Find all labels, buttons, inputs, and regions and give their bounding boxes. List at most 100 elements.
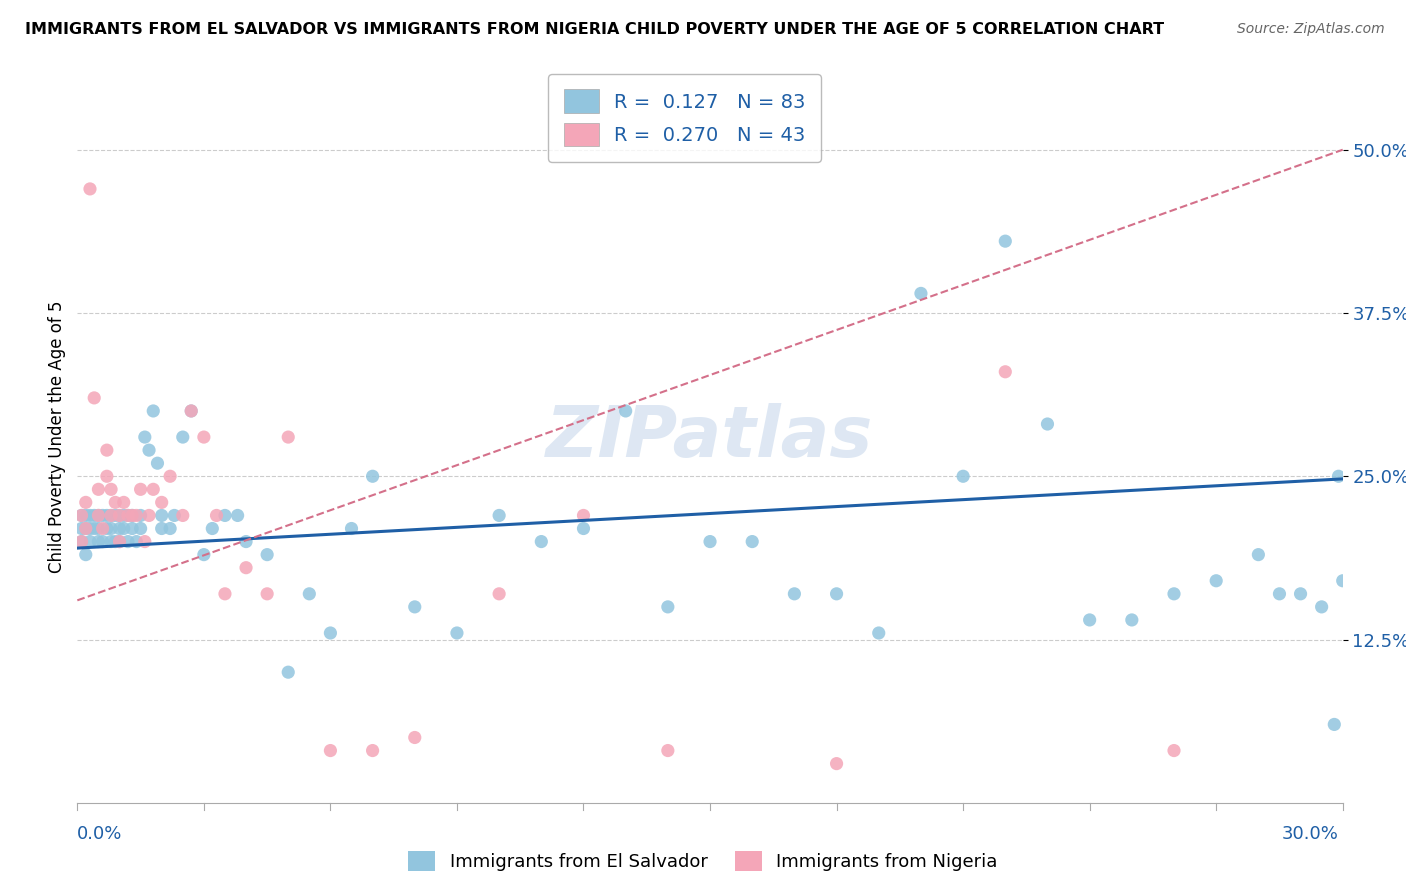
Point <box>117 508 139 523</box>
Point <box>298 587 321 601</box>
Point <box>70 534 93 549</box>
Point <box>163 508 186 523</box>
Point <box>91 521 114 535</box>
Legend: R =  0.127   N = 83, R =  0.270   N = 43: R = 0.127 N = 83, R = 0.270 N = 43 <box>548 74 821 162</box>
Point <box>150 521 173 535</box>
Point <box>277 430 299 444</box>
Point <box>75 495 97 509</box>
Point <box>226 508 249 523</box>
Text: ZIPatlas: ZIPatlas <box>547 402 873 472</box>
Point <box>70 534 93 549</box>
Point <box>150 508 173 523</box>
Point <box>256 587 278 601</box>
Point <box>172 508 194 523</box>
Point <box>868 626 890 640</box>
Text: Source: ZipAtlas.com: Source: ZipAtlas.com <box>1237 22 1385 37</box>
Point <box>108 534 131 549</box>
Point <box>112 508 135 523</box>
Point <box>75 521 97 535</box>
Point <box>79 534 101 549</box>
Point <box>75 521 97 535</box>
Point <box>79 508 101 523</box>
Point <box>825 756 848 771</box>
Point <box>256 548 278 562</box>
Point <box>112 521 135 535</box>
Point <box>614 404 637 418</box>
Point <box>83 508 105 523</box>
Point <box>783 587 806 601</box>
Point <box>319 626 342 640</box>
Point <box>235 560 257 574</box>
Point <box>235 534 257 549</box>
Point <box>142 483 165 497</box>
Point <box>1163 743 1185 757</box>
Point <box>1268 587 1291 601</box>
Point <box>125 508 148 523</box>
Point <box>75 508 97 523</box>
Point <box>129 483 152 497</box>
Point <box>134 534 156 549</box>
Point <box>121 508 143 523</box>
Point <box>104 495 127 509</box>
Point <box>96 521 118 535</box>
Point <box>741 534 763 549</box>
Point <box>180 404 202 418</box>
Point <box>530 534 553 549</box>
Point <box>108 521 131 535</box>
Point <box>100 534 122 549</box>
Legend: Immigrants from El Salvador, Immigrants from Nigeria: Immigrants from El Salvador, Immigrants … <box>401 844 1005 879</box>
Point <box>910 286 932 301</box>
Text: IMMIGRANTS FROM EL SALVADOR VS IMMIGRANTS FROM NIGERIA CHILD POVERTY UNDER THE A: IMMIGRANTS FROM EL SALVADOR VS IMMIGRANT… <box>25 22 1164 37</box>
Point <box>150 495 173 509</box>
Point <box>117 534 139 549</box>
Point <box>159 469 181 483</box>
Point <box>100 508 122 523</box>
Point <box>1205 574 1227 588</box>
Point <box>572 521 595 535</box>
Point <box>100 521 122 535</box>
Point <box>180 404 202 418</box>
Point <box>657 599 679 614</box>
Point <box>138 508 160 523</box>
Point <box>1327 469 1350 483</box>
Point <box>1078 613 1101 627</box>
Point <box>319 743 342 757</box>
Point <box>121 508 143 523</box>
Point <box>1331 574 1354 588</box>
Point <box>79 182 101 196</box>
Point <box>159 521 181 535</box>
Point <box>83 391 105 405</box>
Point <box>83 521 105 535</box>
Point <box>404 731 426 745</box>
Point <box>488 508 510 523</box>
Point <box>1247 548 1270 562</box>
Point <box>112 495 135 509</box>
Point <box>572 508 595 523</box>
Point <box>87 521 110 535</box>
Point <box>657 743 679 757</box>
Point <box>1036 417 1059 431</box>
Point <box>108 508 131 523</box>
Point <box>104 508 127 523</box>
Text: 0.0%: 0.0% <box>77 825 122 843</box>
Point <box>172 430 194 444</box>
Point <box>75 548 97 562</box>
Point <box>277 665 299 680</box>
Point <box>193 430 215 444</box>
Point <box>1121 613 1143 627</box>
Point <box>1323 717 1346 731</box>
Point <box>952 469 974 483</box>
Point <box>205 508 228 523</box>
Point <box>129 508 152 523</box>
Text: 30.0%: 30.0% <box>1282 825 1339 843</box>
Point <box>91 534 114 549</box>
Y-axis label: Child Poverty Under the Age of 5: Child Poverty Under the Age of 5 <box>48 301 66 574</box>
Point <box>201 521 224 535</box>
Point <box>404 599 426 614</box>
Point <box>825 587 848 601</box>
Point <box>142 404 165 418</box>
Point <box>146 456 169 470</box>
Point <box>117 508 139 523</box>
Point <box>361 743 384 757</box>
Point <box>96 469 118 483</box>
